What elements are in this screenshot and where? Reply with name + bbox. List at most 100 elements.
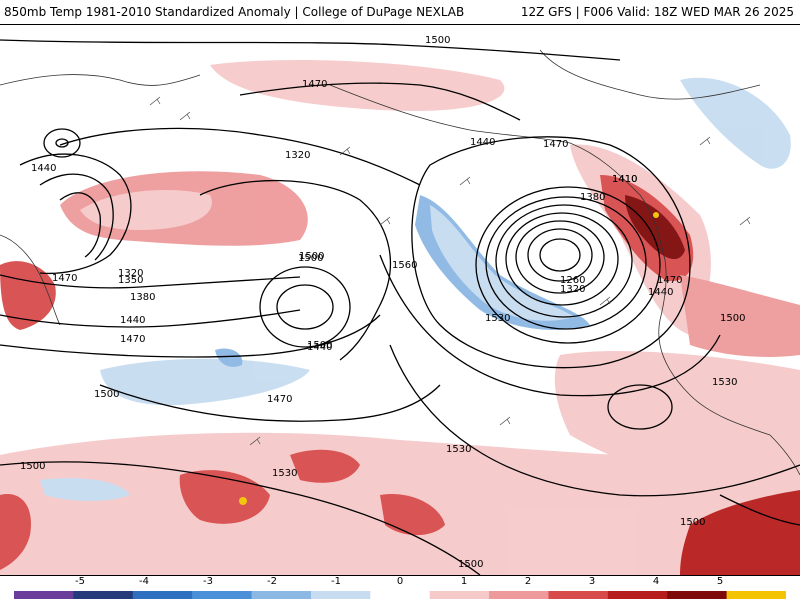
- coastline: [329, 84, 800, 476]
- color-scale-tick-label: -2: [267, 576, 277, 587]
- height-contour: [379, 254, 721, 397]
- height-contour: [0, 314, 381, 358]
- height-contour-ring: [276, 284, 334, 330]
- contour-label: 1320: [285, 150, 310, 161]
- color-scale-tick-label: -4: [139, 576, 149, 587]
- color-scale-labels: -5 -4 -3 -2 -1 0 1 2 3 4 5: [0, 576, 800, 589]
- wind-barb: [459, 176, 471, 186]
- contour-label: 1440: [307, 342, 332, 353]
- color-scale-tick-label: -3: [203, 576, 213, 587]
- warm-anomaly-area: [0, 494, 31, 570]
- weather-map: 1500147014401320150014701410135013801320…: [0, 25, 800, 575]
- contour-label: 1500: [298, 253, 323, 264]
- height-contour: [0, 461, 481, 575]
- height-contour: [411, 136, 691, 369]
- cold-anomaly-area: [100, 358, 310, 406]
- model-valid-time: 12Z GFS | F006 Valid: 18Z WED MAR 26 202…: [520, 5, 794, 19]
- color-scale-segment: [607, 591, 668, 599]
- wind-barb: [379, 216, 391, 226]
- wind-barb: [499, 416, 511, 426]
- color-scale-segment: [14, 591, 74, 599]
- contour-label: 1500: [307, 340, 332, 351]
- height-contour-ring: [607, 384, 673, 430]
- contour-label: 1560: [392, 260, 417, 271]
- map-title: 850mb Temp 1981-2010 Standardized Anomal…: [4, 5, 465, 19]
- color-scale-segment: [726, 591, 786, 599]
- wind-barb: [179, 111, 191, 121]
- cold-anomaly-area: [415, 195, 590, 330]
- height-contour-ring: [475, 186, 661, 344]
- height-contour-ring: [55, 138, 69, 148]
- contour-label: 1440: [470, 137, 495, 148]
- contour-label: 1470: [657, 275, 682, 286]
- extreme-anomaly-spot: [239, 497, 247, 505]
- height-contour-ring: [539, 238, 581, 272]
- contour-label: 1470: [302, 79, 327, 90]
- color-scale-segment: [548, 591, 609, 599]
- contour-label: 1500: [94, 389, 119, 400]
- color-scale-segment: [370, 591, 431, 599]
- height-contour-ring: [43, 128, 81, 158]
- contour-label: 1410: [612, 174, 637, 185]
- height-contour: [0, 274, 301, 289]
- color-scale-tick-label: 5: [716, 576, 724, 587]
- contour-label: 1410: [612, 174, 637, 185]
- warm-anomaly-area: [380, 494, 445, 536]
- height-contour: [39, 173, 114, 261]
- warm-anomaly-area: [680, 275, 800, 357]
- height-contour: [389, 344, 800, 497]
- height-contours: [0, 39, 800, 575]
- contour-label: 1380: [130, 292, 155, 303]
- contour-label: 1500: [299, 251, 324, 262]
- contour-label: 1320: [118, 268, 143, 279]
- warm-anomaly-area: [680, 490, 800, 575]
- height-contour-ring: [527, 228, 593, 282]
- contour-label: 1440: [648, 287, 673, 298]
- color-scale-segment: [489, 591, 549, 599]
- height-contour: [719, 494, 800, 526]
- contour-label: 1500: [20, 461, 45, 472]
- coastline: [539, 49, 761, 100]
- color-scale-bar: [14, 591, 786, 599]
- height-contour-ring: [495, 204, 633, 318]
- warm-anomaly-area: [210, 60, 505, 111]
- contour-label: 1500: [720, 313, 745, 324]
- color-scale-tick-label: 2: [524, 576, 532, 587]
- color-scale-tick-label: 4: [652, 576, 660, 587]
- wind-barb: [739, 216, 751, 226]
- contour-label: 1500: [425, 35, 450, 46]
- color-scale-segment: [251, 591, 312, 599]
- contour-label: 1530: [446, 444, 471, 455]
- color-scale-tick-label: 3: [588, 576, 596, 587]
- wind-barb: [339, 146, 351, 156]
- color-scale-segment: [192, 591, 253, 599]
- height-contour: [59, 127, 421, 186]
- warm-anomaly-area: [179, 470, 270, 524]
- coastline: [0, 234, 61, 326]
- anomaly-shading: [0, 60, 800, 575]
- contour-label: 1500: [680, 517, 705, 528]
- wind-barb: [249, 436, 261, 446]
- height-contour: [239, 82, 521, 121]
- color-scale-segment: [429, 591, 490, 599]
- extreme-anomaly-spot: [653, 212, 659, 218]
- cold-anomaly-area: [430, 205, 575, 321]
- contour-label: 1260: [560, 275, 585, 286]
- contour-label: 1470: [120, 334, 145, 345]
- color-scale-segment: [310, 591, 371, 599]
- warm-anomaly-area: [290, 449, 360, 483]
- wind-barb: [599, 296, 611, 306]
- color-scale-segment: [132, 591, 193, 599]
- wind-barb: [699, 136, 711, 146]
- height-contour: [0, 39, 621, 61]
- color-scale-segment: [667, 591, 728, 599]
- height-contour: [99, 384, 441, 422]
- wind-barb: [149, 96, 161, 106]
- coastline: [0, 74, 201, 86]
- color-scale-tick-label: -1: [331, 576, 341, 587]
- height-contour: [59, 192, 101, 258]
- cold-anomaly-area: [215, 348, 243, 367]
- cold-anomaly-area: [680, 77, 791, 169]
- contour-label: 1440: [31, 163, 56, 174]
- contour-label: 1350: [118, 275, 143, 286]
